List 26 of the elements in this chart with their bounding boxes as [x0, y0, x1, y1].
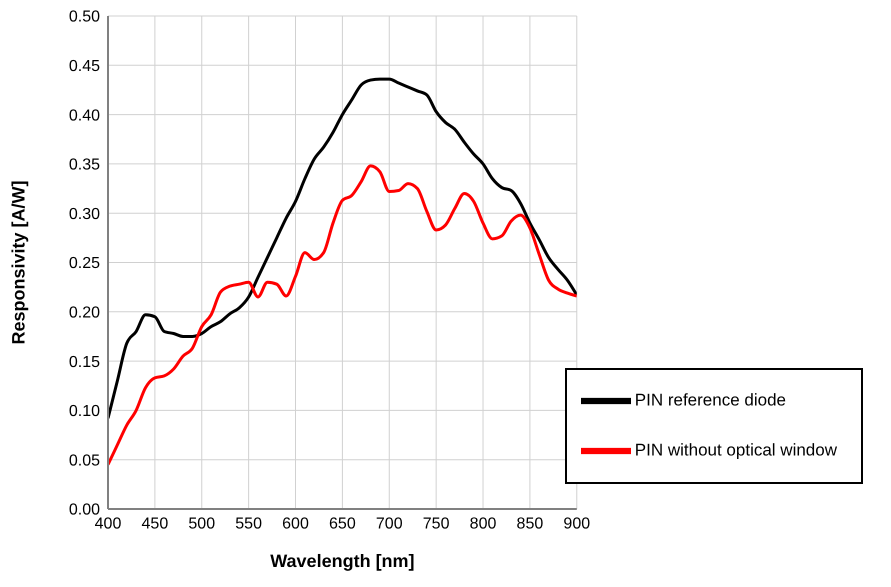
x-tick-label: 750: [422, 515, 450, 532]
x-tick-label: 800: [470, 515, 496, 532]
y-tick-label: 0.30: [68, 206, 100, 223]
line-series: [108, 164, 577, 466]
x-tick-label: 650: [329, 515, 356, 532]
legend-label: PIN reference diode: [634, 390, 786, 410]
x-tick-label: 700: [376, 515, 403, 532]
y-tick-label: 0.10: [68, 403, 100, 420]
line-series: [108, 78, 577, 420]
x-tick-label: 900: [563, 515, 590, 532]
x-axis-title: Wavelength [nm]: [270, 551, 415, 571]
y-tick-label: 0.15: [68, 354, 100, 371]
x-tick-label: 850: [516, 515, 544, 532]
x-tick-label: 450: [142, 515, 168, 532]
y-axis-title: Responsivity [A/W]: [8, 180, 28, 345]
y-tick-label: 0.20: [68, 304, 100, 322]
y-tick-label: 0.50: [68, 8, 100, 26]
y-tick-label: 0.05: [68, 452, 100, 470]
x-tick-label: 500: [188, 515, 216, 532]
legend-label: PIN without optical window: [634, 440, 837, 460]
x-tick-label: 600: [282, 515, 309, 532]
y-tick-label: 0.25: [68, 255, 100, 272]
x-tick-label: 550: [235, 515, 262, 532]
y-tick-label: 0.45: [68, 58, 100, 75]
y-tick-label: 0.35: [68, 156, 100, 174]
y-tick-label: 0.40: [68, 107, 100, 124]
